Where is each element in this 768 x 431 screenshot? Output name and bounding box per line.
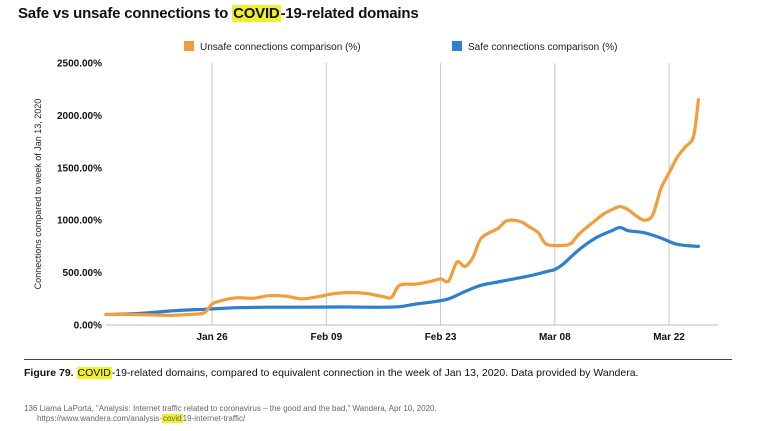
footnote-citation: 136 Liama LaPorta, “Analysis: Internet t… [24,404,437,413]
title-text-end: -19-related domains [280,5,419,22]
figure-caption: Figure 79. COVID-19-related domains, com… [24,367,638,379]
footnote-url-end[interactable]: 19-internet-traffic/ [182,414,246,423]
title-text: Safe vs unsafe connections to [18,5,233,22]
footnote: 136 Liama LaPorta, “Analysis: Internet t… [24,404,437,424]
safe-series-line [104,225,700,317]
x-tick-label: Mar 22 [653,332,685,343]
y-tick-label: 1000.00% [57,216,102,227]
y-tick-label: 2500.00% [57,59,102,70]
footnote-url-start[interactable]: https://www.wandera.com/analysis- [37,414,162,423]
x-tick-label: Jan 26 [197,332,229,343]
legend-safe: Safe connections comparison (%) [452,41,618,53]
line-chart: Jan 26 Feb 09 Feb 23 Mar 08 Mar 22 0.00% 500.0… [33,41,718,343]
legend-label: Unsafe connections comparison (%) [200,42,361,53]
legend-unsafe: Unsafe connections comparison (%) [184,41,361,53]
caption-highlight: COVID [76,367,112,379]
legend-swatch [184,41,194,51]
x-tick-label: Mar 08 [539,332,571,343]
x-tick-label: Feb 09 [310,332,342,343]
caption-label: Figure 79. [24,367,74,379]
y-tick-label: 2000.00% [57,111,102,122]
caption-divider [24,359,732,360]
unsafe-series-line [104,98,700,317]
legend-label: Safe connections comparison (%) [468,42,618,53]
caption-text: -19-related domains, compared to equival… [111,367,639,379]
footnote-url-highlight[interactable]: covid [161,414,183,423]
y-tick-label: 500.00% [63,268,103,279]
y-axis-label: Connections compared to week of Jan 13, … [33,99,43,290]
title-highlight: COVID [232,5,281,22]
x-tick-label: Feb 23 [425,332,457,343]
footnote-url[interactable]: https://www.wandera.com/analysis-covid19… [24,414,437,424]
legend-swatch [452,41,462,51]
y-tick-label: 1500.00% [57,163,102,174]
chart-title: Safe vs unsafe connections to COVID-19-r… [18,5,419,22]
y-tick-label: 0.00% [74,321,102,332]
